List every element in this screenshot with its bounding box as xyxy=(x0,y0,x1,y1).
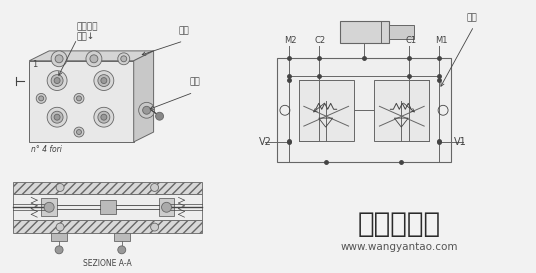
Circle shape xyxy=(51,111,63,123)
Bar xyxy=(100,200,116,214)
Circle shape xyxy=(151,223,159,231)
Circle shape xyxy=(86,51,102,67)
Circle shape xyxy=(118,246,126,254)
Bar xyxy=(41,198,57,216)
Bar xyxy=(299,80,354,141)
Text: 阀芯: 阀芯 xyxy=(189,78,200,87)
Circle shape xyxy=(121,56,126,62)
Circle shape xyxy=(77,130,81,135)
Text: 大众机械网: 大众机械网 xyxy=(358,210,441,238)
Circle shape xyxy=(51,75,63,87)
Circle shape xyxy=(55,246,63,254)
Text: M2: M2 xyxy=(284,36,296,45)
Text: V1: V1 xyxy=(454,137,467,147)
Circle shape xyxy=(90,55,98,63)
Circle shape xyxy=(155,112,163,120)
Circle shape xyxy=(161,202,172,212)
Circle shape xyxy=(74,93,84,103)
Circle shape xyxy=(101,78,107,84)
Text: 阀体: 阀体 xyxy=(178,26,189,35)
Bar xyxy=(51,233,67,241)
Bar xyxy=(13,220,203,233)
Bar xyxy=(13,182,203,194)
Circle shape xyxy=(54,114,60,120)
Bar xyxy=(389,25,414,39)
Circle shape xyxy=(55,55,63,63)
Polygon shape xyxy=(29,51,154,61)
Text: 阀芯: 阀芯 xyxy=(467,13,478,22)
Circle shape xyxy=(98,75,110,87)
Text: 1: 1 xyxy=(32,60,38,69)
Text: SEZIONE A-A: SEZIONE A-A xyxy=(84,259,132,268)
Bar xyxy=(375,80,429,141)
Circle shape xyxy=(47,107,67,127)
Text: 管路连接: 管路连接 xyxy=(76,22,98,31)
Text: 油口↓: 油口↓ xyxy=(76,32,94,41)
Bar xyxy=(159,198,175,216)
Polygon shape xyxy=(133,51,154,142)
Circle shape xyxy=(36,93,46,103)
Circle shape xyxy=(54,78,60,84)
Text: C1: C1 xyxy=(405,36,416,45)
Circle shape xyxy=(51,51,67,67)
Bar xyxy=(13,194,203,220)
Circle shape xyxy=(94,107,114,127)
Circle shape xyxy=(94,71,114,90)
Text: www.wangyantao.com: www.wangyantao.com xyxy=(340,242,458,252)
Circle shape xyxy=(39,96,43,101)
Text: M1: M1 xyxy=(435,36,448,45)
Circle shape xyxy=(151,183,159,191)
Circle shape xyxy=(118,53,130,65)
Circle shape xyxy=(77,96,81,101)
Bar xyxy=(277,58,451,162)
Circle shape xyxy=(44,202,54,212)
Text: C2: C2 xyxy=(315,36,326,45)
Circle shape xyxy=(56,223,64,231)
Circle shape xyxy=(143,106,151,114)
Bar xyxy=(340,21,389,43)
Circle shape xyxy=(98,111,110,123)
Circle shape xyxy=(56,183,64,191)
Circle shape xyxy=(101,114,107,120)
Circle shape xyxy=(139,102,154,118)
Circle shape xyxy=(47,71,67,90)
Text: V2: V2 xyxy=(259,137,272,147)
Circle shape xyxy=(74,127,84,137)
Bar xyxy=(114,233,130,241)
Text: n° 4 fori: n° 4 fori xyxy=(31,145,62,154)
Polygon shape xyxy=(29,61,133,142)
